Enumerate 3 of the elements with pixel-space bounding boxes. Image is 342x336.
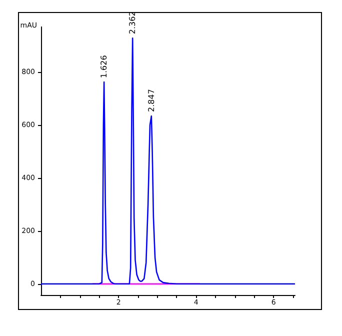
annotation: 1.626 xyxy=(100,55,109,78)
line-series xyxy=(40,37,296,285)
annotation: 2.847 xyxy=(146,89,156,112)
